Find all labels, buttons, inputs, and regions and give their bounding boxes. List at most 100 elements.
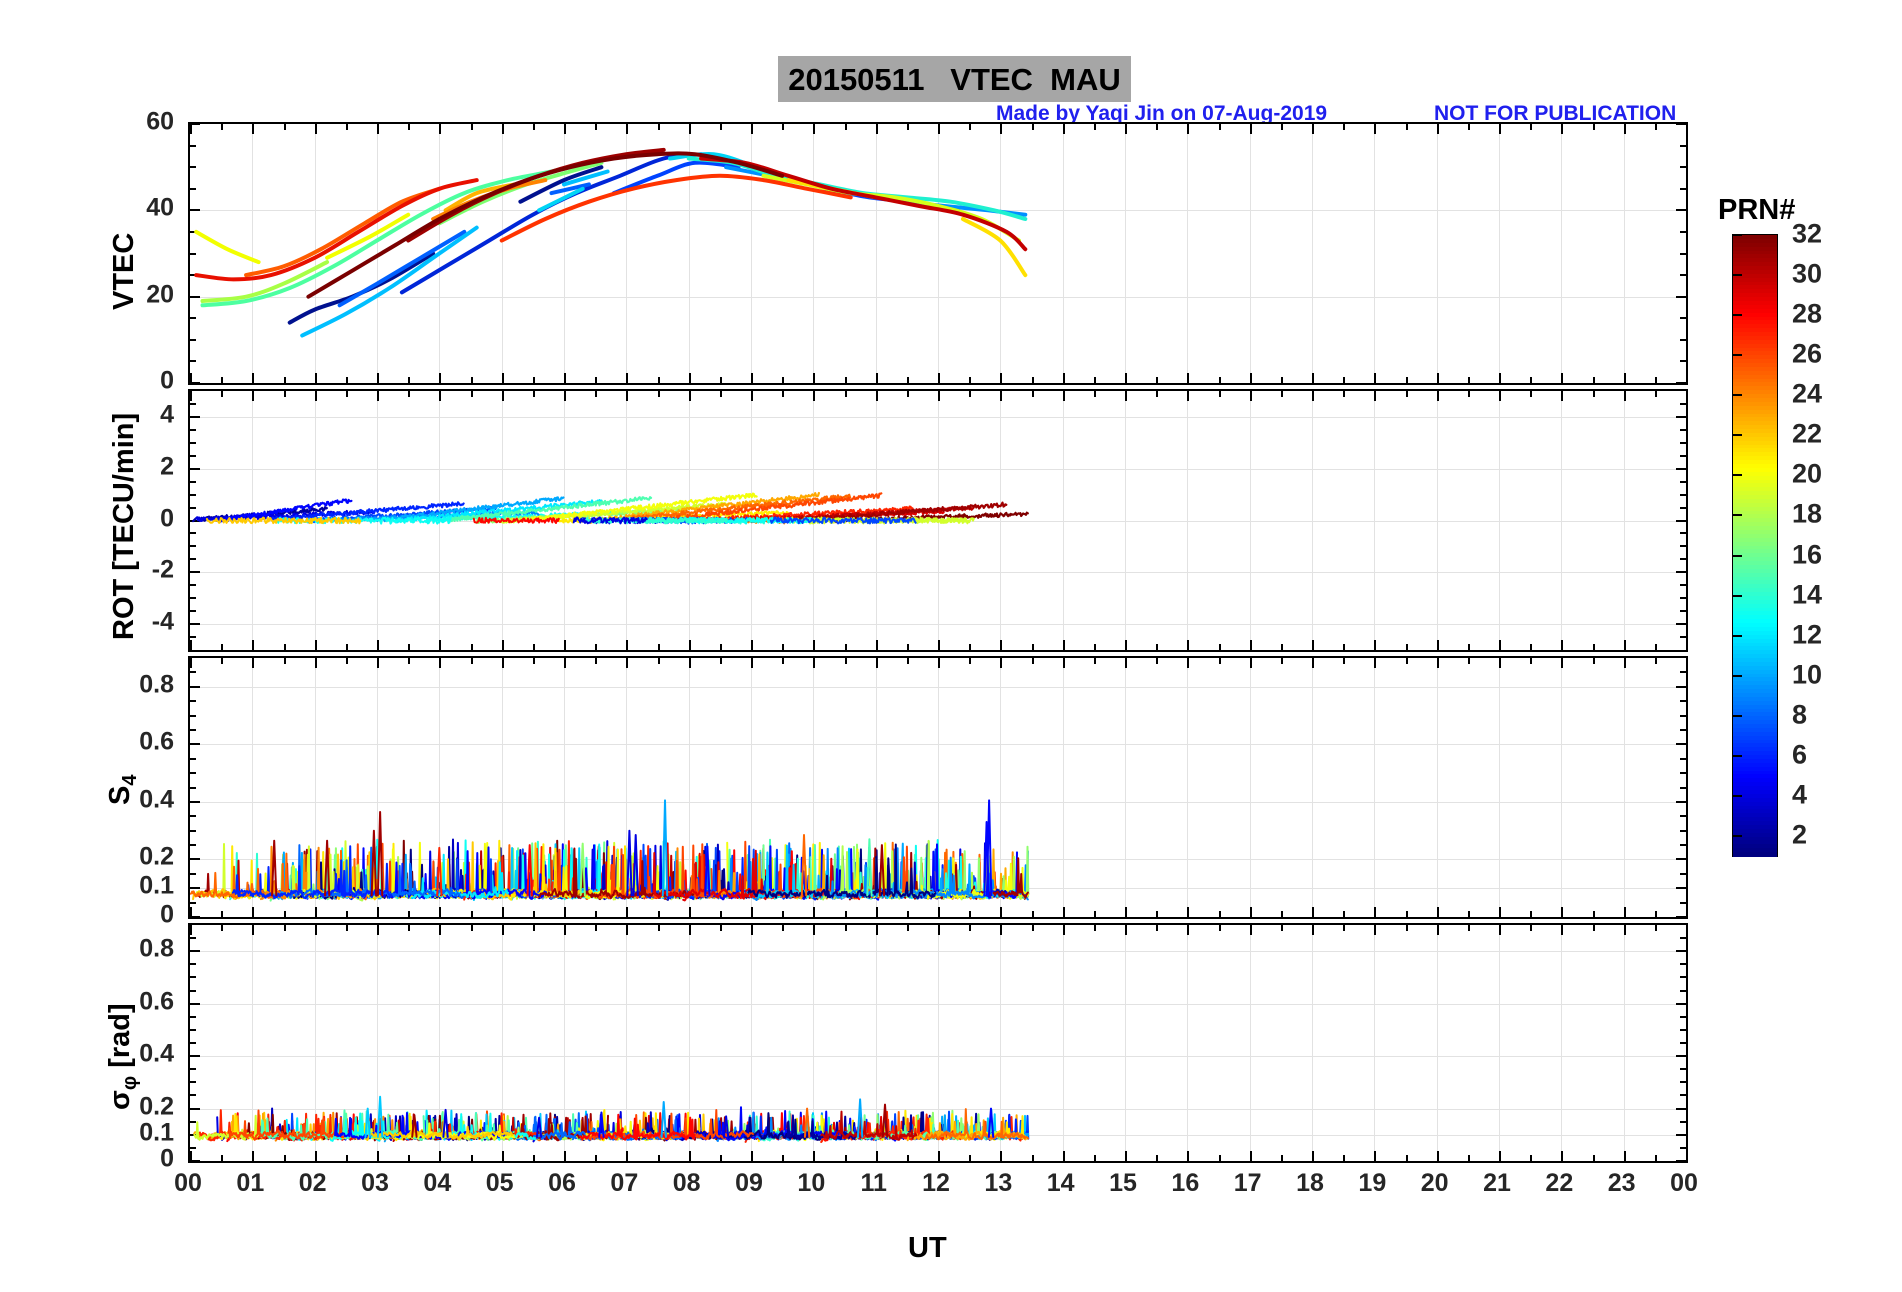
x-tick: [439, 373, 441, 383]
colorbar-segment: [1733, 564, 1777, 570]
colorbar-segment: [1733, 285, 1777, 291]
colorbar-tick: [1733, 834, 1742, 837]
y-tick-minor: [190, 481, 196, 483]
x-tick-minor: [658, 124, 660, 130]
x-tick-minor: [1094, 644, 1096, 650]
x-tick: [689, 1151, 691, 1161]
colorbar-segment: [1733, 549, 1777, 555]
colorbar-segment: [1733, 289, 1777, 295]
y-tick-minor: [1680, 787, 1686, 789]
y-tick-minor: [1680, 545, 1686, 547]
not-for-publication-annotation: NOT FOR PUBLICATION: [1434, 102, 1677, 125]
colorbar-segment: [1733, 312, 1777, 318]
y-tick-minor: [1680, 1121, 1686, 1123]
x-tick: [252, 373, 254, 383]
x-tick-minor: [284, 391, 286, 397]
x-tick-label: 11: [860, 1169, 887, 1197]
data-trace: [194, 178, 479, 282]
x-tick-minor: [1281, 911, 1283, 917]
x-tick-minor: [595, 124, 597, 130]
y-tick-label: 0.1: [139, 1118, 174, 1147]
data-trace: [579, 842, 586, 897]
x-tick: [938, 658, 940, 668]
x-tick-minor: [1593, 911, 1595, 917]
y-tick-minor: [190, 830, 196, 832]
colorbar-segment: [1733, 370, 1777, 376]
x-tick-minor: [595, 658, 597, 664]
colorbar-segment: [1733, 669, 1777, 675]
x-tick-label: 20: [1420, 1169, 1449, 1197]
grid-line-vertical: [1437, 391, 1438, 650]
x-tick-minor: [1468, 1155, 1470, 1161]
x-tick-minor: [1343, 658, 1345, 664]
x-tick-minor: [284, 644, 286, 650]
x-tick-minor: [720, 925, 722, 931]
colorbar-segment: [1733, 394, 1777, 399]
colorbar-tick: [1733, 714, 1742, 717]
colorbar-segment: [1733, 398, 1777, 403]
grid-line-vertical: [1125, 124, 1126, 383]
colorbar-segment: [1733, 266, 1777, 271]
x-tick: [1561, 373, 1563, 383]
y-tick-minor: [1680, 976, 1686, 978]
x-tick: [1374, 658, 1376, 668]
grid-line-vertical: [876, 658, 877, 917]
data-trace: [300, 225, 479, 338]
grid-line-vertical: [439, 658, 440, 917]
colorbar-segment: [1733, 747, 1777, 753]
x-tick-minor: [1156, 911, 1158, 917]
x-tick: [876, 1151, 878, 1161]
x-tick-minor: [845, 658, 847, 664]
colorbar-segment: [1733, 611, 1777, 617]
grid-line-vertical: [1561, 391, 1562, 650]
x-tick-minor: [720, 658, 722, 664]
y-tick-minor: [1680, 990, 1686, 992]
x-tick: [252, 925, 254, 935]
y-tick-minor: [190, 253, 196, 255]
x-tick-minor: [1655, 658, 1657, 664]
colorbar-segment: [1733, 386, 1777, 392]
colorbar-segment: [1733, 638, 1777, 644]
grid-line-vertical: [1374, 124, 1375, 383]
grid-line-vertical: [1624, 391, 1625, 650]
x-tick: [1000, 1151, 1002, 1161]
y-tick-minor: [1680, 700, 1686, 702]
x-tick: [1561, 391, 1563, 401]
x-tick: [190, 1151, 192, 1161]
x-tick: [190, 391, 192, 401]
colorbar-segment: [1733, 661, 1777, 667]
x-tick-minor: [845, 124, 847, 130]
data-trace: [881, 1103, 889, 1138]
grid-line-vertical: [252, 925, 253, 1161]
grid-line-vertical: [1561, 925, 1562, 1161]
x-tick: [938, 391, 940, 401]
x-tick-minor: [1530, 124, 1532, 130]
grid-line-vertical: [1624, 925, 1625, 1161]
x-tick-minor: [1281, 1155, 1283, 1161]
y-tick: [1676, 382, 1686, 383]
data-trace: [537, 186, 585, 213]
colorbar-segment: [1733, 510, 1777, 516]
x-tick: [1624, 124, 1626, 134]
y-tick-minor: [190, 990, 196, 992]
x-tick: [1561, 907, 1563, 917]
x-tick: [564, 373, 566, 383]
x-tick-minor: [1032, 377, 1034, 383]
grid-line-horizontal: [190, 624, 1686, 625]
y-tick-minor: [190, 671, 196, 673]
x-tick-minor: [1655, 377, 1657, 383]
y-tick: [1676, 1108, 1686, 1110]
colorbar-segment: [1733, 832, 1777, 838]
colorbar-segment: [1733, 844, 1777, 850]
x-tick-minor: [1156, 1155, 1158, 1161]
x-tick: [439, 925, 441, 935]
x-tick: [1250, 658, 1252, 668]
colorbar-segment: [1733, 324, 1777, 330]
colorbar-segment: [1733, 483, 1777, 489]
x-tick: [315, 373, 317, 383]
y-tick-minor: [1680, 494, 1686, 496]
x-tick-minor: [720, 124, 722, 130]
y-tick-minor: [1680, 772, 1686, 774]
colorbar-segment: [1733, 242, 1777, 248]
x-tick: [938, 124, 940, 134]
